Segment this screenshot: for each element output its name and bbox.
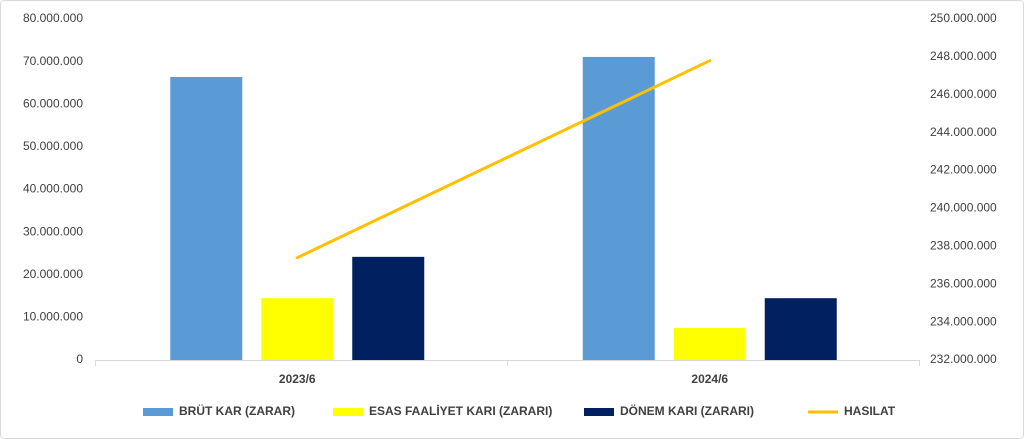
bar (673, 328, 746, 360)
y2-tick-label: 238.000.000 (930, 239, 997, 253)
y-tick-label: 10.000.000 (23, 310, 83, 324)
y2-tick-label: 234.000.000 (930, 314, 997, 328)
y-tick-label: 80.000.000 (23, 11, 83, 25)
line (295, 59, 712, 260)
legend-label: HASILAT (844, 404, 896, 418)
y-tick-label: 50.000.000 (23, 139, 83, 153)
y2-tick-label: 248.000.000 (930, 49, 997, 63)
legend-marker (333, 408, 363, 416)
bar (261, 298, 334, 360)
y-tick-label: 30.000.000 (23, 224, 83, 238)
y-tick-label: 70.000.000 (23, 54, 83, 68)
y2-tick-label: 246.000.000 (930, 87, 997, 101)
legend-label: ESAS FAALİYET KARI (ZARARI) (369, 403, 552, 418)
legend-marker (143, 408, 173, 416)
y2-tick-label: 244.000.000 (930, 125, 997, 139)
bar (352, 256, 425, 360)
bar (764, 298, 837, 360)
y-tick-label: 60.000.000 (23, 96, 83, 110)
x-tick-label: 2023/6 (279, 372, 316, 386)
legend-label: DÖNEM KARI (ZARARI) (620, 403, 754, 418)
y-tick-label: 40.000.000 (23, 182, 83, 196)
y2-tick-label: 232.000.000 (930, 352, 997, 366)
legend-label: BRÜT KAR (ZARAR) (179, 403, 295, 418)
y2-tick-label: 240.000.000 (930, 201, 997, 215)
y-tick-label: 20.000.000 (23, 267, 83, 281)
y-tick-label: 0 (76, 352, 83, 366)
x-tick-label: 2024/6 (691, 372, 728, 386)
y2-tick-label: 242.000.000 (930, 163, 997, 177)
bar (582, 56, 655, 360)
legend-marker (584, 408, 614, 416)
bar (170, 76, 243, 360)
y2-tick-label: 236.000.000 (930, 276, 997, 290)
y2-tick-label: 250.000.000 (930, 11, 997, 25)
